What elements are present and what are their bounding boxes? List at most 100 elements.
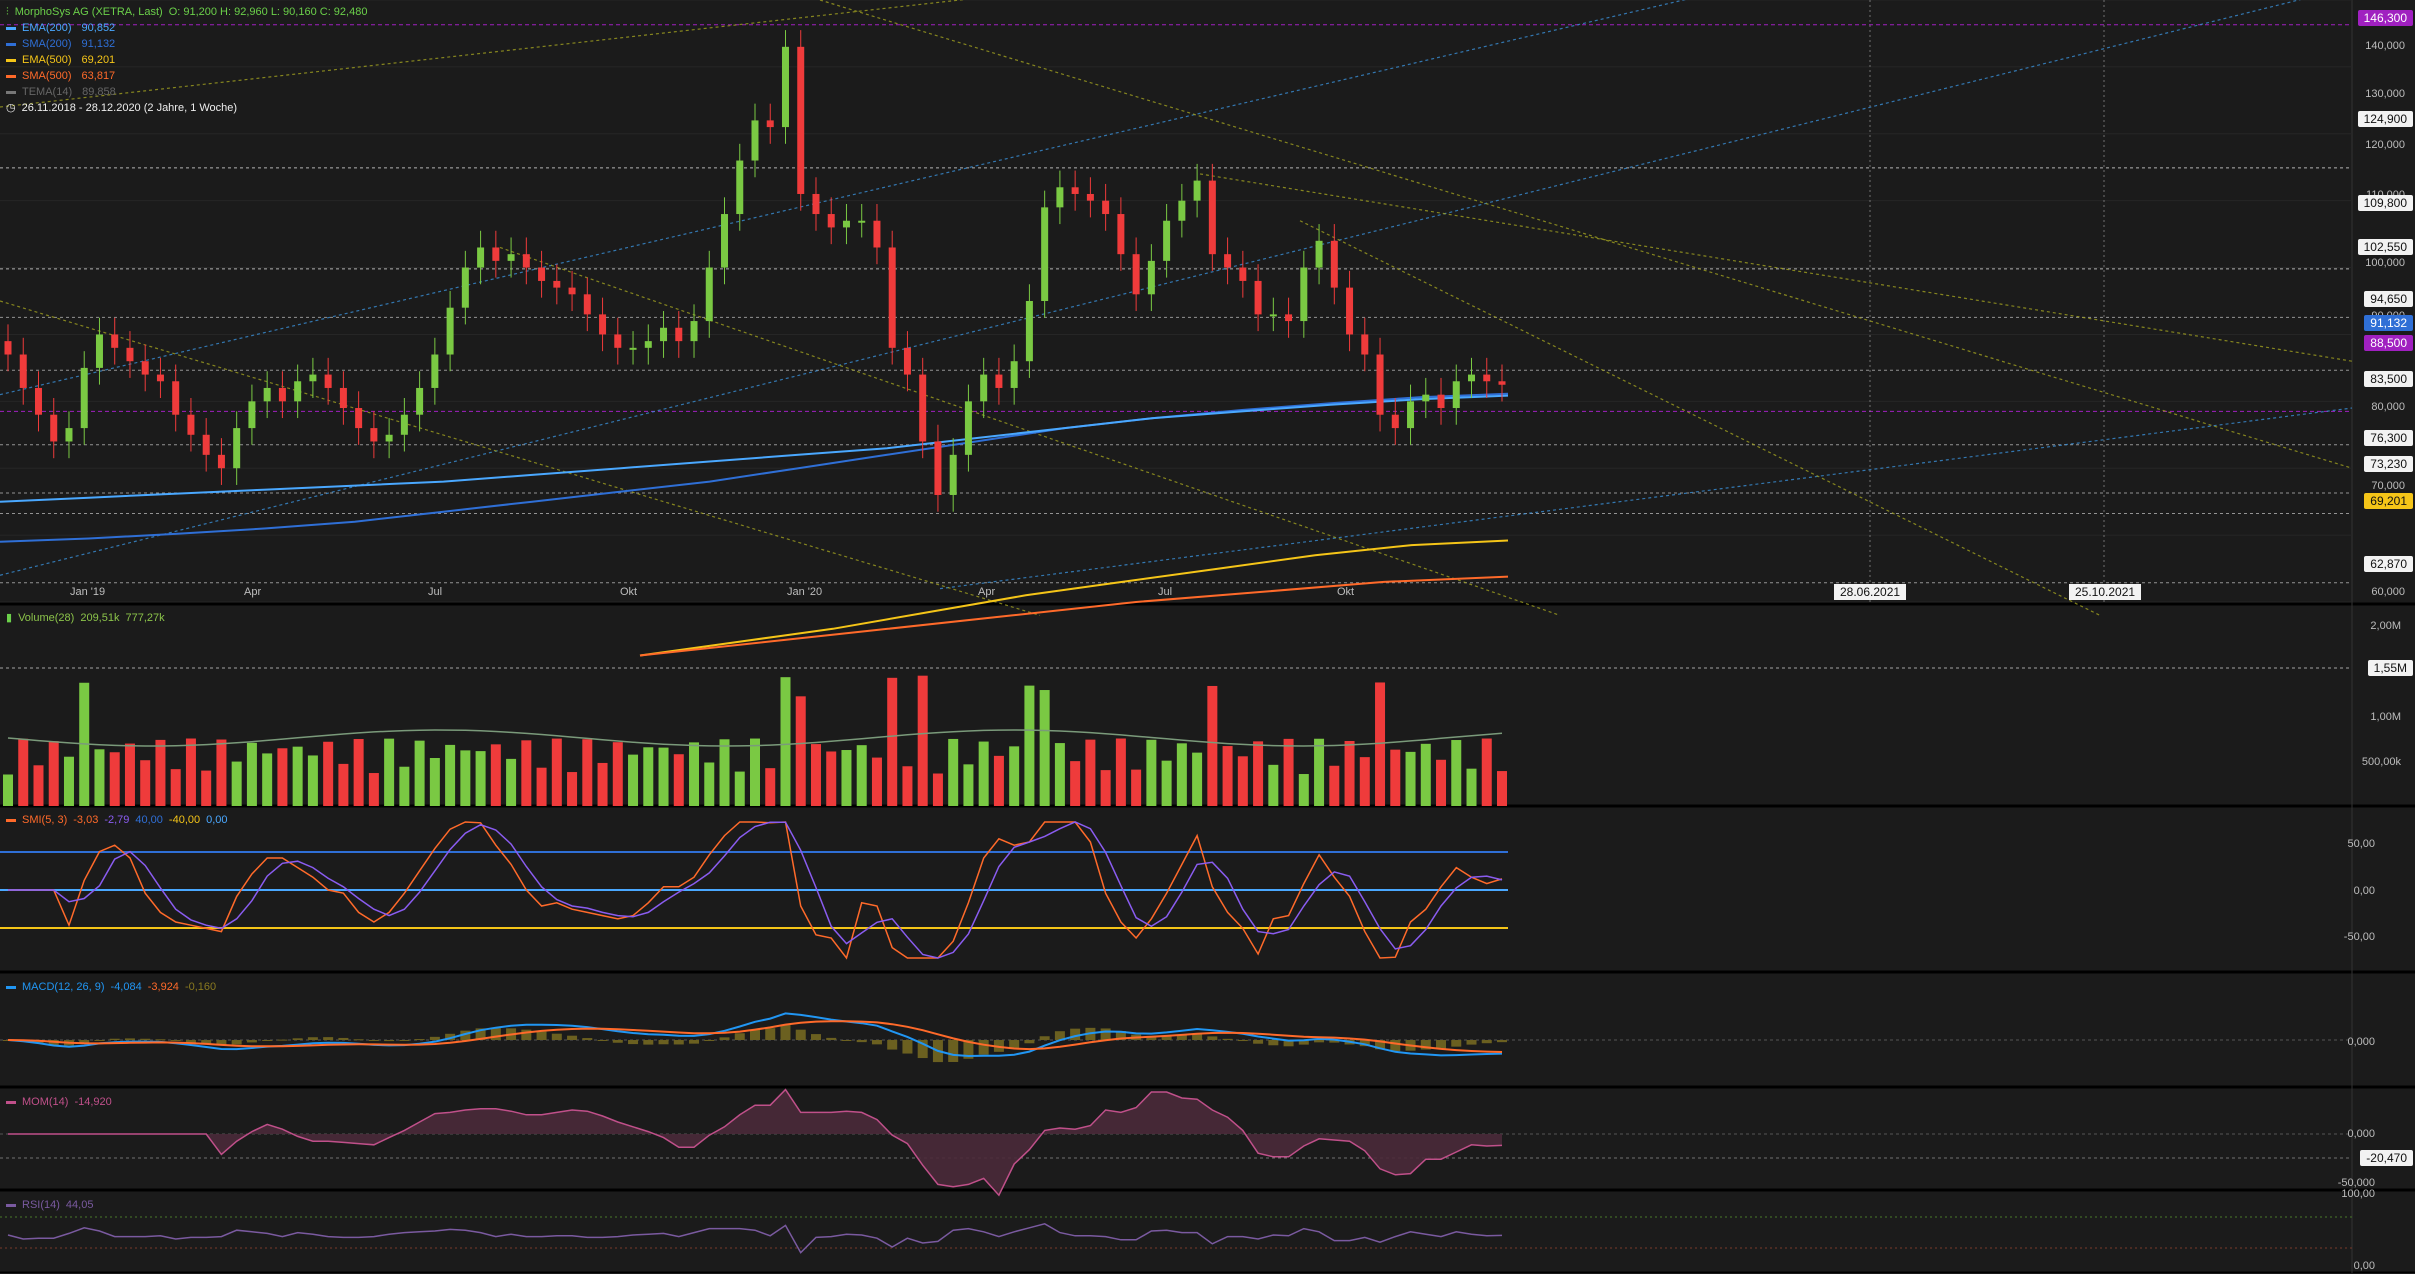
volume-bar bbox=[1100, 770, 1111, 806]
candle bbox=[858, 220, 866, 223]
candle bbox=[355, 408, 363, 429]
macd-histogram-bar bbox=[1024, 1040, 1035, 1044]
volume-bar bbox=[384, 738, 395, 806]
candle bbox=[1163, 220, 1171, 261]
candle bbox=[1102, 200, 1110, 215]
trend-line bbox=[1199, 173, 2353, 362]
candle bbox=[553, 280, 561, 288]
macd-histogram-bar bbox=[948, 1040, 959, 1062]
macd-signal-line bbox=[7, 1020, 1503, 1053]
mom-swatch bbox=[6, 1100, 16, 1104]
candle bbox=[1117, 214, 1125, 255]
sma200-label[interactable]: SMA(200) bbox=[22, 38, 72, 50]
candle bbox=[1300, 267, 1308, 322]
volume-tag: 1,55M bbox=[2367, 660, 2413, 676]
volume-bar bbox=[597, 762, 608, 806]
clock-icon: ◷ bbox=[6, 102, 16, 114]
volume-bar bbox=[1497, 771, 1507, 806]
rsi-value: 44,05 bbox=[65, 1199, 94, 1211]
sma500-label[interactable]: SMA(500) bbox=[22, 70, 72, 82]
candle bbox=[1224, 254, 1232, 268]
tema14-label[interactable]: TEMA(14) bbox=[22, 86, 73, 98]
volume-bar bbox=[536, 767, 547, 806]
macd-histogram-bar bbox=[643, 1040, 654, 1045]
volume-bar bbox=[1481, 738, 1492, 806]
mom-label[interactable]: MOM(14) bbox=[22, 1096, 69, 1108]
candle bbox=[400, 414, 408, 435]
candle bbox=[172, 381, 180, 415]
candle bbox=[1239, 267, 1247, 281]
price-tag: 124,900 bbox=[2357, 111, 2413, 127]
volume-bar bbox=[368, 773, 379, 806]
volume-bar bbox=[307, 755, 318, 806]
pane-bg bbox=[0, 1192, 2415, 1273]
macd-histogram-bar bbox=[810, 1034, 821, 1040]
volume-label[interactable]: Volume(28) bbox=[18, 612, 75, 624]
candle bbox=[80, 367, 88, 429]
volume-bar bbox=[795, 696, 806, 806]
smi-label[interactable]: SMI(5, 3) bbox=[22, 814, 68, 826]
ema500-label[interactable]: EMA(500) bbox=[22, 54, 72, 66]
price-tag: 146,300 bbox=[2357, 10, 2413, 26]
volume-bar bbox=[826, 751, 837, 806]
candle bbox=[1452, 381, 1460, 409]
macd-histogram-bar bbox=[719, 1037, 730, 1040]
smi-legend: SMI(5, 3) -3,03 -2,79 40,00 -40,00 0,00 bbox=[6, 812, 228, 828]
macd-histogram-bar bbox=[734, 1033, 745, 1040]
smi-tick: -50,00 bbox=[2343, 931, 2375, 943]
volume-bar bbox=[1115, 738, 1126, 806]
macd-histogram-bar bbox=[673, 1040, 684, 1045]
date-range: 26.11.2018 - 28.12.2020 (2 Jahre, 1 Woch… bbox=[21, 102, 238, 114]
macd-label[interactable]: MACD(12, 26, 9) bbox=[22, 981, 105, 993]
macd-histogram-bar bbox=[155, 1039, 166, 1041]
candle bbox=[1315, 240, 1323, 268]
volume-bar bbox=[63, 756, 74, 806]
candle bbox=[766, 120, 774, 128]
candle bbox=[873, 220, 881, 248]
candle bbox=[522, 254, 530, 268]
macd-histogram-bar bbox=[414, 1039, 425, 1041]
macd-histogram-bar bbox=[1390, 1040, 1401, 1052]
volume-icon: ▮ bbox=[6, 612, 13, 624]
volume-bar bbox=[18, 738, 29, 806]
volume-bar bbox=[460, 750, 471, 806]
volume-bar bbox=[292, 746, 303, 806]
volume-bar bbox=[506, 758, 517, 806]
macd-value-3: -0,160 bbox=[184, 981, 217, 993]
rsi-tick: 0,00 bbox=[2353, 1260, 2375, 1272]
sma200-value: 91,132 bbox=[81, 38, 116, 50]
ema200-label[interactable]: EMA(200) bbox=[22, 22, 72, 34]
macd-histogram-bar bbox=[628, 1040, 639, 1045]
trend-line bbox=[0, 0, 1687, 396]
candle bbox=[1071, 187, 1079, 194]
candle bbox=[934, 441, 942, 495]
candle bbox=[1391, 414, 1399, 429]
macd-histogram-bar bbox=[429, 1036, 440, 1040]
macd-line bbox=[7, 1012, 1503, 1058]
macd-histogram-bar bbox=[185, 1040, 196, 1043]
trend-line bbox=[0, 0, 2302, 576]
volume-bar bbox=[551, 738, 562, 806]
trend-line bbox=[0, 0, 966, 108]
candle bbox=[187, 414, 195, 435]
candle bbox=[65, 428, 73, 442]
candle bbox=[797, 46, 805, 194]
time-label: Apr bbox=[244, 586, 262, 598]
volume-bar bbox=[704, 762, 715, 806]
macd-histogram-bar bbox=[384, 1040, 395, 1042]
volume-bar bbox=[887, 677, 898, 806]
candle bbox=[339, 387, 347, 409]
time-label: Jan '19 bbox=[70, 586, 106, 598]
candle bbox=[583, 294, 591, 315]
candle bbox=[1483, 374, 1491, 382]
candle bbox=[126, 347, 134, 362]
mom-tick: 0,000 bbox=[2347, 1128, 2375, 1140]
candle bbox=[416, 387, 424, 415]
candle bbox=[1269, 314, 1277, 317]
volume-bar bbox=[1344, 740, 1355, 806]
candle bbox=[477, 247, 485, 268]
rsi-label[interactable]: RSI(14) bbox=[22, 1199, 60, 1211]
volume-bar bbox=[1009, 746, 1020, 806]
macd-histogram-bar bbox=[1237, 1040, 1248, 1042]
